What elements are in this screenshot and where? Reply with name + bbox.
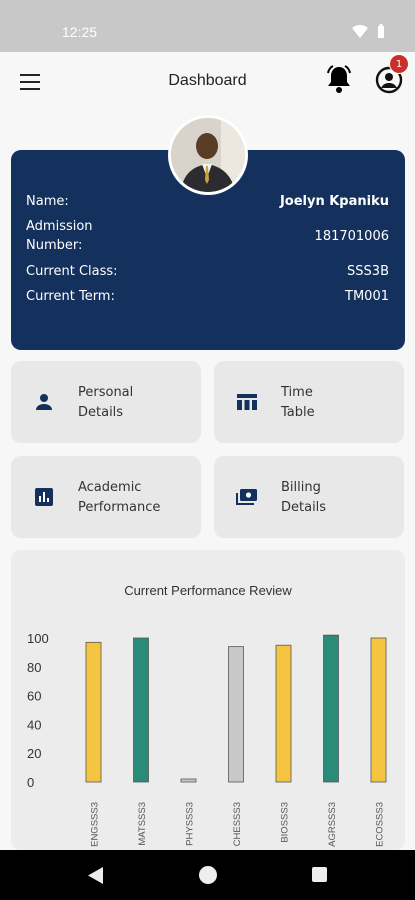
status-bar: 12:25 [0,0,415,52]
x-tick-label: ENGSSS3 [90,802,101,847]
y-tick-label: 0 [27,775,34,790]
bar-chart-icon [35,488,53,506]
y-tick-label: 20 [27,746,41,761]
chart-bar [275,644,292,783]
performance-bar-chart: 0 20 40 60 80 100 ENGSSS3 MATSSS3 PHYSSS3 CHESSS3… [27,631,387,847]
chart-title: Current Performance Review [124,583,292,598]
chart-bar [323,634,339,783]
admission-label: Admission Number: [26,219,93,253]
back-icon[interactable] [88,867,103,884]
personal-details-tile[interactable]: Personal Details [11,361,201,443]
billing-details-label: Billing Details [281,480,327,515]
app-bar: Dashboard 1 [0,52,415,112]
person-icon [36,394,52,410]
academic-performance-tile[interactable]: Academic Performance [11,456,201,538]
y-tick-label: 40 [27,717,41,732]
name-value: Joelyn Kpaniku [279,194,389,209]
academic-performance-label: Academic Performance [78,480,161,515]
profile-photo [171,118,245,192]
chart-bar [133,637,149,783]
term-label: Current Term: [26,289,115,304]
class-label: Current Class: [26,264,118,279]
x-tick-label: ECOSSS3 [375,802,386,847]
admission-value: 181701006 [314,229,389,244]
performance-chart-card: Current Performance Review 0 20 40 60 80 100 E… [11,550,405,850]
profile-row-admission: Admission Number: 181701006 [26,217,389,257]
y-tick-label: 60 [27,689,41,704]
y-tick-label: 100 [27,631,49,646]
chart-bar [370,637,387,783]
notification-bell-icon[interactable] [325,64,353,94]
table-icon [237,394,257,410]
y-tick-label: 80 [27,660,41,675]
battery-icon [378,24,384,38]
x-tick-label: BIOSSS3 [280,802,291,843]
chart-bar [228,646,244,783]
chart-bar [85,641,102,783]
time-table-label: Time Table [281,385,315,420]
home-icon[interactable] [199,866,217,884]
personal-details-label: Personal Details [78,385,134,420]
billing-details-tile[interactable]: Billing Details [214,456,404,538]
x-tick-label: PHYSSS3 [185,802,196,846]
x-tick-label: CHESSS3 [232,802,243,846]
time-table-tile[interactable]: Time Table [214,361,404,443]
page-title: Dashboard [168,72,247,89]
system-nav-bar [0,850,415,900]
recent-apps-icon[interactable] [312,867,327,882]
notification-badge: 1 [389,54,409,74]
class-value: SSS3B [347,264,389,279]
x-tick-label: MATSSS3 [137,802,148,846]
menu-icon[interactable] [20,74,40,90]
name-label: Name: [26,194,69,209]
wifi-icon [352,25,368,38]
avatar [168,115,248,195]
term-value: TM001 [345,289,389,304]
status-time: 12:25 [62,24,98,40]
x-tick-label: AGRSSS3 [327,802,338,847]
payments-icon [236,489,257,505]
chart-bar [180,778,197,783]
